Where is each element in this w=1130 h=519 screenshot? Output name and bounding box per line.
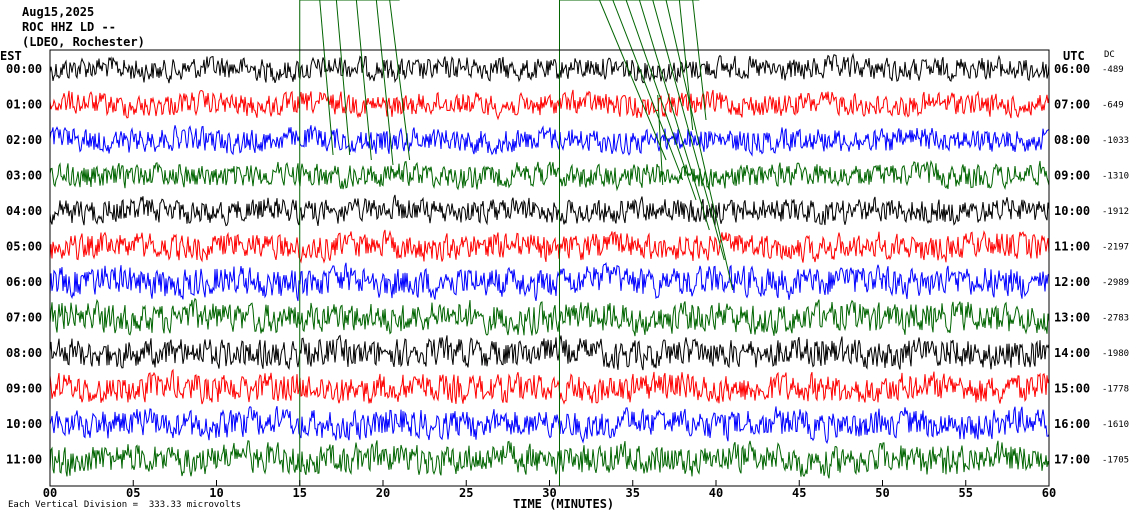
utc-time-label: 08:00 — [1054, 133, 1090, 147]
dc-offset-label: -1778 — [1102, 385, 1129, 395]
event-marker-line — [598, 0, 667, 161]
trace-row-0000 — [49, 52, 1050, 84]
trace-row-1100 — [49, 440, 1050, 479]
dc-offset-label: -489 — [1102, 65, 1124, 75]
x-tick-label: 25 — [459, 486, 473, 500]
x-tick-label: 20 — [376, 486, 390, 500]
footer-scale-note: Each Vertical Division = 333.33 microvol… — [8, 500, 241, 510]
dc-offset-label: -1610 — [1102, 420, 1129, 430]
trace-row-0200 — [49, 125, 1050, 157]
header-date: Aug15,2025 — [22, 5, 95, 19]
utc-time-label: 09:00 — [1054, 169, 1090, 183]
event-marker-line — [638, 0, 710, 231]
est-time-label: 10:00 — [6, 417, 42, 431]
event-marker-line — [389, 0, 411, 161]
trace-row-1000 — [49, 406, 1050, 445]
est-time-label: 06:00 — [6, 275, 42, 289]
dc-offset-label: -1310 — [1102, 172, 1129, 182]
event-marker-line — [657, 94, 664, 186]
utc-time-label: 12:00 — [1054, 275, 1090, 289]
est-time-label: 03:00 — [6, 169, 42, 183]
event-marker-line — [692, 0, 707, 121]
est-time-label: 07:00 — [6, 311, 42, 325]
est-time-label: 00:00 — [6, 62, 42, 76]
est-axis-label: EST — [0, 49, 22, 63]
est-time-label: 02:00 — [6, 133, 42, 147]
utc-time-label: 06:00 — [1054, 62, 1090, 76]
utc-time-label: 17:00 — [1054, 453, 1090, 467]
x-tick-label: 45 — [792, 486, 806, 500]
x-tick-label: 30 — [542, 486, 556, 500]
trace-row-0500 — [49, 229, 1050, 264]
est-time-label: 11:00 — [6, 453, 42, 467]
event-marker-line — [375, 0, 394, 166]
utc-time-label: 15:00 — [1054, 382, 1090, 396]
dc-labels-group: -489 -649 -1033 -1310 -1912 -2197 -2989 -2783 -1… — [1102, 65, 1129, 466]
x-ticks-group: 00 05 10 15 20 25 30 35 40 45 50 55 60 — [43, 480, 1056, 500]
utc-time-label: 11:00 — [1054, 240, 1090, 254]
event-marker-line — [665, 0, 734, 291]
utc-axis-label: UTC — [1063, 49, 1085, 63]
x-tick-label: 00 — [43, 486, 57, 500]
event-marker-line — [652, 0, 725, 261]
trace-row-0300 — [49, 159, 1050, 192]
utc-labels-group: 06:00 07:00 08:00 09:00 10:00 11:00 12:00 13:00… — [1054, 62, 1090, 467]
x-tick-label: 50 — [875, 486, 889, 500]
est-time-label: 09:00 — [6, 382, 42, 396]
header-network: (LDEO, Rochester) — [22, 35, 145, 49]
utc-time-label: 10:00 — [1054, 204, 1090, 218]
dc-offset-label: -2197 — [1102, 243, 1129, 253]
utc-time-label: 14:00 — [1054, 346, 1090, 360]
x-tick-label: 15 — [293, 486, 307, 500]
dc-offset-label: -649 — [1102, 101, 1124, 111]
est-time-label: 04:00 — [6, 204, 42, 218]
event-marker-line — [625, 0, 697, 201]
x-tick-label: 60 — [1042, 486, 1056, 500]
dc-offset-label: -1980 — [1102, 349, 1129, 359]
dc-offset-label: -1033 — [1102, 136, 1129, 146]
event-marker-line — [319, 0, 334, 156]
trace-row-0800 — [49, 334, 1050, 371]
traces-group — [49, 52, 1050, 479]
event-lines-group — [299, 0, 734, 486]
x-tick-label: 55 — [959, 486, 973, 500]
dc-offset-label: -2989 — [1102, 278, 1129, 288]
trace-row-0400 — [49, 194, 1050, 227]
event-marker-line — [355, 0, 372, 161]
trace-row-0100 — [49, 89, 1050, 121]
dc-offset-label: -1705 — [1102, 456, 1129, 466]
event-marker-line — [335, 0, 351, 156]
est-time-label: 01:00 — [6, 98, 42, 112]
est-time-label: 08:00 — [6, 346, 42, 360]
header-station: ROC HHZ LD -- — [22, 20, 116, 34]
event-marker-line — [678, 0, 694, 131]
est-labels-group: 00:00 01:00 02:00 03:00 04:00 05:00 06:00 07:00… — [6, 62, 42, 467]
utc-time-label: 16:00 — [1054, 417, 1090, 431]
trace-row-0900 — [49, 368, 1050, 405]
x-axis-title: TIME (MINUTES) — [513, 497, 614, 511]
utc-time-label: 07:00 — [1054, 98, 1090, 112]
utc-time-label: 13:00 — [1054, 311, 1090, 325]
trace-row-0600 — [49, 262, 1050, 302]
x-tick-label: 10 — [209, 486, 223, 500]
event-marker-line — [612, 0, 684, 181]
x-tick-label: 35 — [626, 486, 640, 500]
dc-column-label: DC — [1104, 50, 1115, 60]
trace-row-0700 — [49, 297, 1050, 337]
est-time-label: 05:00 — [6, 240, 42, 254]
x-tick-label: 05 — [126, 486, 140, 500]
dc-offset-label: -2783 — [1102, 314, 1129, 324]
x-tick-label: 40 — [709, 486, 723, 500]
dc-offset-label: -1912 — [1102, 207, 1129, 217]
